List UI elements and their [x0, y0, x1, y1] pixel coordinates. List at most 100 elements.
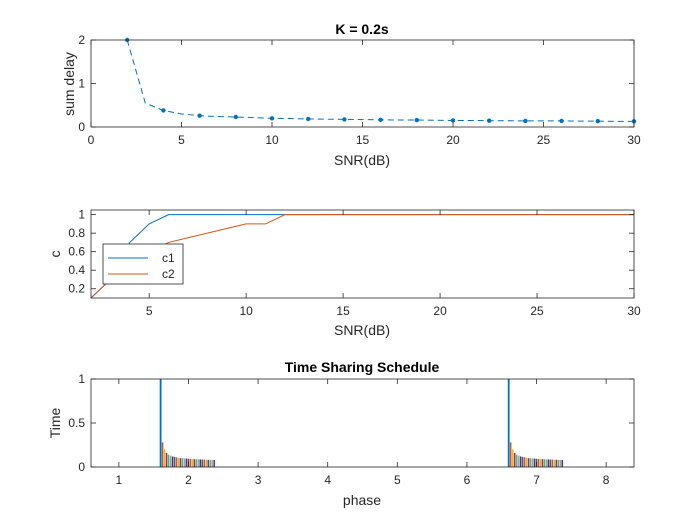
x-tick-label: 30 [627, 304, 641, 318]
y-tick-label: 0.6 [68, 245, 85, 259]
y-tick-label: 0.2 [68, 282, 85, 296]
schedule-bar [167, 454, 170, 467]
schedule-bar [179, 458, 182, 467]
subplot-1-xlabel: SNR(dB) [334, 152, 390, 168]
x-tick-label: 15 [336, 304, 350, 318]
schedule-bar [177, 457, 180, 467]
subplot-2-xlabel: SNR(dB) [334, 322, 390, 338]
subplot-3-ticks: 1 2 3 4 5 6 7 8 0 0.5 1 [68, 372, 634, 487]
sum-delay-marker [269, 116, 275, 121]
schedule-bar [529, 458, 532, 467]
schedule-bar [559, 459, 562, 467]
subplot-1-marks [125, 37, 637, 124]
x-tick-label: 4 [324, 473, 331, 487]
schedule-bar [201, 459, 204, 467]
subplot-1-ticks: 0 5 10 15 20 25 30 0 1 2 [78, 33, 641, 147]
subplot-1-title: K = 0.2s [335, 21, 389, 37]
schedule-bar [161, 442, 164, 467]
schedule-bar [525, 457, 528, 467]
sum-delay-marker [595, 118, 600, 124]
schedule-bar [183, 458, 186, 467]
schedule-bar [531, 458, 534, 467]
schedule-bar [195, 459, 198, 467]
x-tick-label: 6 [464, 473, 471, 487]
legend[interactable]: c1 c2 [102, 243, 184, 285]
schedule-bar [541, 459, 544, 467]
subplot-3-title: Time Sharing Schedule [285, 359, 440, 375]
schedule-bar [519, 456, 522, 467]
schedule-bar [543, 459, 546, 467]
schedule-bar [551, 459, 554, 467]
subplot-c: 5 10 15 20 25 30 0.2 0.4 0.6 0.8 1 SNR(dB) c c1 c2 [47, 208, 641, 338]
x-tick-label: 2 [185, 473, 192, 487]
x-tick-label: 15 [356, 133, 370, 147]
subplot-3-xlabel: phase [343, 492, 381, 508]
schedule-bar [209, 459, 211, 467]
schedule-bar [509, 442, 512, 467]
x-tick-label: 5 [178, 133, 185, 147]
schedule-bar [537, 458, 540, 467]
subplot-time-sharing: Time Sharing Schedule 1 2 3 4 5 6 7 8 0 0.5 1 phas… [47, 359, 635, 508]
x-tick-label: 10 [239, 304, 253, 318]
x-tick-label: 25 [530, 304, 544, 318]
y-tick-label: 1 [78, 372, 85, 386]
x-tick-label: 5 [394, 473, 401, 487]
sum-delay-marker [233, 114, 238, 120]
x-tick-label: 20 [446, 133, 460, 147]
schedule-bar [549, 459, 552, 467]
subplot-1-ylabel: sum delay [61, 52, 77, 116]
y-tick-label: 1 [78, 208, 85, 222]
schedule-bar [203, 459, 206, 467]
schedule-bar [555, 459, 558, 467]
y-tick-label: 0 [78, 120, 85, 134]
schedule-bar [521, 456, 524, 467]
subplot-sum-delay: K = 0.2s 0 5 10 15 20 25 30 0 1 2 SNR(dB) sum del… [61, 21, 641, 168]
schedule-bar [193, 459, 196, 467]
schedule-bar [517, 455, 520, 467]
sum-delay-marker [559, 118, 564, 124]
schedule-bar [197, 459, 200, 467]
schedule-bar [515, 454, 518, 467]
schedule-bar [527, 458, 530, 467]
y-tick-label: 0 [78, 460, 85, 474]
sum-delay-marker [378, 117, 383, 123]
schedule-bar [557, 459, 560, 467]
schedule-bar [513, 452, 516, 467]
x-tick-label: 30 [627, 133, 641, 147]
schedule-bar [169, 455, 172, 467]
schedule-bar [205, 459, 207, 467]
schedule-bar [173, 456, 176, 467]
schedule-bar [507, 379, 510, 467]
schedule-bar [191, 459, 194, 467]
subplot-3-ylabel: Time [47, 407, 63, 438]
schedule-bar [171, 456, 174, 467]
schedule-bar [165, 452, 168, 467]
schedule-bar [547, 459, 550, 467]
x-tick-label: 7 [533, 473, 540, 487]
x-tick-label: 1 [116, 473, 123, 487]
schedule-bar [185, 458, 188, 467]
sum-delay-marker [306, 116, 311, 122]
schedule-bar [533, 458, 536, 467]
legend-c1-label: c1 [162, 251, 175, 265]
x-tick-label: 25 [537, 133, 551, 147]
sum-delay-marker [450, 118, 456, 123]
sum-delay-marker [197, 113, 202, 118]
y-tick-label: 1 [78, 77, 85, 91]
x-tick-label: 8 [603, 473, 610, 487]
sum-delay-marker [342, 117, 347, 122]
subplot-2-axes-box [90, 209, 635, 299]
schedule-bar [213, 459, 215, 467]
x-tick-label: 3 [255, 473, 262, 487]
x-tick-label: 20 [433, 304, 447, 318]
schedule-bar [175, 457, 178, 467]
x-tick-label: 5 [146, 304, 153, 318]
schedule-bar [511, 449, 514, 467]
sum-delay-marker [487, 118, 492, 123]
schedule-bar [159, 379, 162, 467]
y-tick-label: 2 [78, 33, 85, 47]
schedule-bar [189, 458, 192, 467]
y-tick-label: 0.8 [68, 226, 85, 240]
schedule-bar [523, 457, 526, 467]
